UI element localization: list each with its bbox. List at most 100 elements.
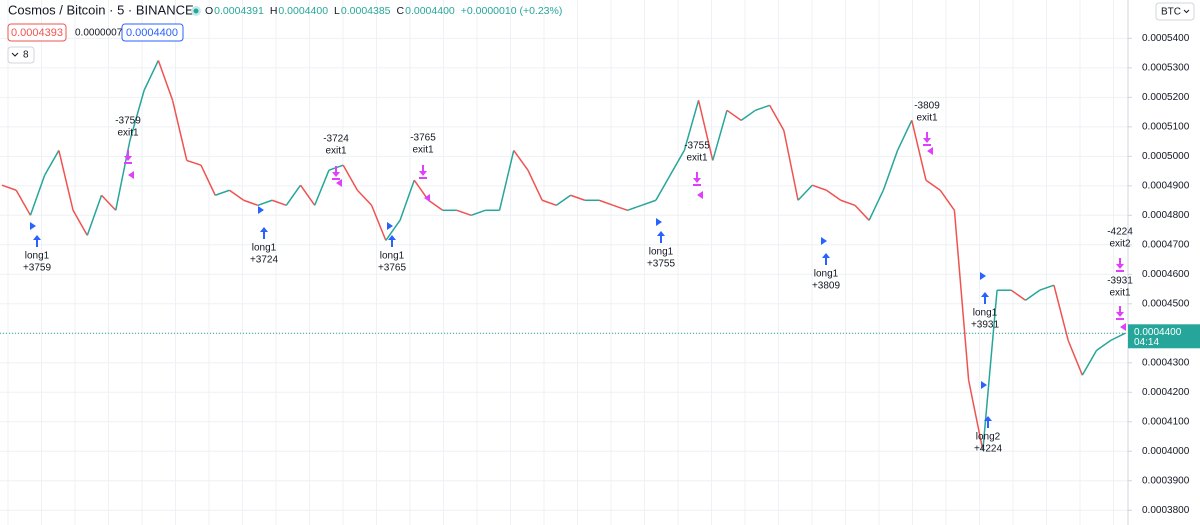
price-segment	[627, 204, 642, 212]
ohlc-key: L	[334, 5, 340, 17]
trade-label: long1	[252, 243, 277, 254]
sell-price[interactable]: 0.0004393	[11, 27, 63, 39]
trade-label: +3809	[812, 281, 841, 292]
countdown: 04:14	[1134, 337, 1159, 348]
trade-label: long1	[25, 251, 50, 262]
exit-arrow	[124, 150, 132, 164]
price-segment	[200, 164, 216, 196]
price-segment	[428, 199, 444, 211]
price-segment	[72, 209, 88, 236]
ohlc-value: 0.0004400	[405, 5, 455, 17]
trade-label: +3759	[23, 263, 52, 274]
currency[interactable]: BTC	[1161, 7, 1181, 18]
price-segment	[740, 109, 756, 121]
price-segment	[683, 100, 700, 151]
price-segment	[342, 164, 359, 191]
entry-marker	[387, 222, 393, 230]
y-tick-label: 0.0003800	[1142, 505, 1190, 516]
indicators-count[interactable]: 8	[23, 50, 29, 61]
trade-label: long1	[380, 251, 405, 262]
price-segment	[43, 150, 60, 176]
long-arrow	[260, 227, 268, 239]
price-segment	[1010, 289, 1026, 301]
y-tick-label: 0.0003900	[1142, 475, 1190, 486]
price-segment	[768, 104, 785, 131]
buy-button[interactable]	[121, 23, 184, 42]
exit-marker	[697, 191, 703, 199]
price-segment	[982, 290, 998, 451]
chevron	[1183, 9, 1190, 14]
price-segment	[243, 199, 259, 206]
price-segment	[143, 60, 160, 91]
trade-label: +3931	[971, 320, 1000, 331]
trade-label: exit1	[916, 113, 938, 124]
entry-marker	[258, 206, 264, 214]
price-segment	[314, 169, 330, 206]
entry-marker	[30, 222, 36, 230]
price-segment	[129, 90, 145, 141]
price-segment	[1053, 285, 1069, 341]
sell-button[interactable]	[7, 23, 67, 42]
trade-label: +3765	[378, 263, 407, 274]
y-tick-label: 0.0004600	[1142, 269, 1190, 280]
y-tick-label: 0.0004500	[1142, 298, 1190, 309]
trade-label: -3724	[323, 134, 349, 145]
exit-marker	[336, 179, 342, 187]
long-arrow	[33, 235, 41, 247]
price-segment	[641, 199, 657, 206]
price-segment	[854, 204, 870, 221]
price-segment	[257, 199, 273, 206]
trade-label: -4224	[1107, 227, 1133, 238]
long-arrow	[981, 292, 989, 304]
price-segment	[271, 199, 287, 206]
price-segment	[697, 100, 714, 161]
price-segment	[555, 194, 572, 206]
entry-marker	[981, 381, 987, 389]
price-segment	[655, 174, 671, 201]
price-segment	[939, 189, 956, 211]
price-segment	[911, 120, 927, 181]
status-dot-inner	[193, 8, 199, 14]
currency-button[interactable]	[1155, 2, 1195, 21]
trade-label: -3755	[684, 141, 710, 152]
y-tick-label: 0.0004200	[1142, 387, 1190, 398]
ohlc-value: 0.0004400	[278, 5, 328, 17]
price-segment	[1081, 350, 1098, 376]
price-segment	[925, 179, 941, 191]
price-segment	[669, 150, 685, 176]
price-segment	[356, 189, 373, 206]
symbol: Cosmos / Bitcoin · 5 · BINANCE	[8, 2, 194, 17]
price-segment	[285, 184, 302, 206]
ohlc-key: C	[397, 5, 405, 17]
buy-price[interactable]: 0.0004400	[126, 27, 178, 39]
long-arrow	[822, 253, 830, 265]
price-segment	[498, 150, 515, 211]
price-segment	[1025, 289, 1041, 301]
last-price-box	[1128, 324, 1200, 349]
y-tick-label: 0.0004300	[1142, 357, 1190, 368]
price-segment	[967, 380, 984, 451]
ohlc-key: O	[205, 5, 213, 17]
price-segment	[214, 189, 230, 196]
trade-label: +3724	[250, 255, 279, 266]
y-tick-label: 0.0005200	[1142, 92, 1190, 103]
trade-label: exit2	[1109, 239, 1131, 250]
price-segment	[570, 194, 586, 201]
long-arrow	[984, 416, 992, 428]
indicators-toggle[interactable]	[7, 46, 35, 64]
exit-arrow	[1116, 258, 1124, 272]
price-segment	[229, 189, 245, 201]
price-segment	[797, 184, 813, 201]
y-tick-label: 0.0004700	[1142, 239, 1190, 250]
trade-label: exit1	[686, 153, 708, 164]
trade-label: long1	[814, 269, 839, 280]
trade-label: long2	[976, 432, 1001, 443]
price-segment	[1110, 332, 1126, 342]
price-segment	[755, 104, 770, 112]
price-segment	[385, 219, 401, 241]
long-arrow	[388, 235, 396, 247]
trade-label: -3931	[1107, 276, 1133, 287]
ohlc-value: 0.0004385	[341, 5, 391, 17]
price-segment	[868, 189, 885, 221]
price-segment	[29, 174, 46, 216]
